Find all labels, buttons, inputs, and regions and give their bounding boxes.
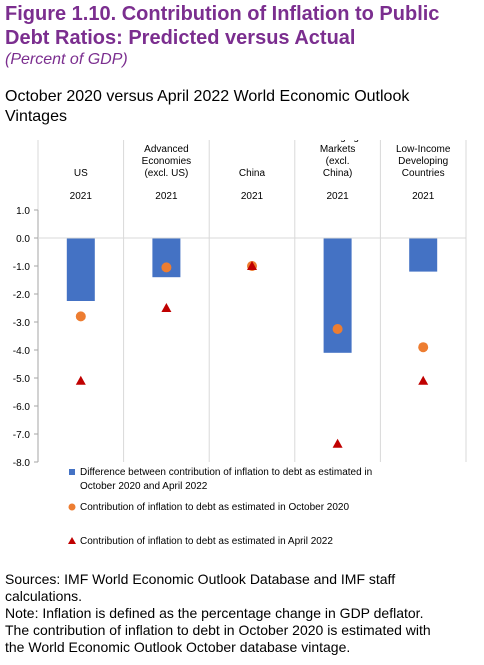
point-circle [418, 342, 429, 353]
category-label: Low-Income [396, 144, 451, 155]
note-line-3: the World Economic Outlook October datab… [5, 639, 351, 655]
category-year-label: 2021 [326, 191, 349, 202]
y-tick-label: -2.0 [13, 290, 31, 301]
bar [409, 238, 438, 272]
y-tick-label: 0.0 [16, 234, 30, 245]
category-label: Economies [142, 156, 191, 167]
figure-title: Figure 1.10. Contribution of Inflation t… [5, 3, 440, 49]
legend-swatch-triangle [68, 537, 76, 544]
category-label: Advanced [144, 144, 188, 155]
y-tick-label: 1.0 [16, 206, 30, 217]
category-label: China) [323, 168, 352, 179]
legend-label: Contribution of inflation to debt as est… [80, 502, 349, 513]
category-label: Developing [398, 156, 448, 167]
category-label: US [74, 168, 88, 179]
category-label: (excl. [326, 156, 350, 167]
bar [66, 238, 95, 301]
point-triangle [332, 438, 343, 448]
notes: Sources: IMF World Economic Outlook Data… [5, 571, 484, 656]
category-label: China [239, 168, 266, 179]
category-label: Markets [320, 144, 356, 155]
legend-label: October 2020 and April 2022 [80, 481, 208, 492]
point-circle [161, 262, 172, 273]
bar [323, 238, 352, 353]
category-year-label: 2021 [241, 191, 264, 202]
sources-line-1: Sources: IMF World Economic Outlook Data… [5, 571, 396, 587]
legend-swatch-circle [68, 503, 76, 511]
note-line-2: The contribution of inflation to debt in… [5, 622, 431, 638]
note-line-1: Note: Inflation is defined as the percen… [5, 605, 424, 621]
y-tick-label: -7.0 [13, 430, 31, 441]
category-year-label: 2021 [70, 191, 93, 202]
point-circle [75, 311, 86, 322]
point-triangle [161, 303, 172, 312]
category-year-label: 2021 [412, 191, 435, 202]
y-tick-label: -4.0 [13, 346, 31, 357]
sources-line-2: calculations. [5, 588, 83, 604]
category-label: Countries [402, 168, 445, 179]
y-tick-label: -5.0 [13, 374, 31, 385]
chart-subtitle: October 2020 versus April 2022 World Eco… [5, 88, 410, 125]
legend-swatch-bar [69, 469, 75, 475]
y-tick-label: -8.0 [13, 458, 31, 469]
category-year-label: 2021 [155, 191, 178, 202]
y-tick-label: -1.0 [13, 262, 31, 273]
legend-label: Contribution of inflation to debt as est… [80, 536, 333, 547]
figure-units: (Percent of GDP) [5, 51, 128, 68]
category-label: (excl. US) [144, 168, 188, 179]
point-circle [332, 324, 343, 334]
y-tick-label: -6.0 [13, 402, 31, 413]
legend-label: Difference between contribution of infla… [80, 467, 372, 478]
point-triangle [418, 375, 429, 385]
y-tick-label: -3.0 [13, 318, 31, 329]
point-triangle [247, 261, 257, 270]
category-label: Emerging [316, 140, 359, 143]
point-triangle [75, 375, 86, 385]
